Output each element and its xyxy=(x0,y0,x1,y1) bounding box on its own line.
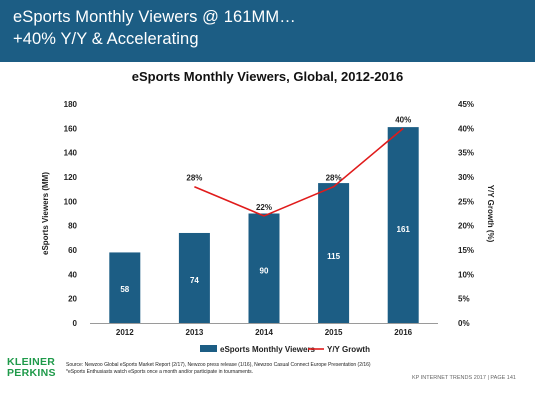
y-axis-title: eSports Viewers (MM) xyxy=(41,172,50,255)
source-line-2: *eSports Enthusiasts watch eSports once … xyxy=(66,368,254,375)
slide-subtitle: +40% Y/Y & Accelerating xyxy=(13,30,199,48)
x-tick-label: 2013 xyxy=(186,328,204,337)
growth-line xyxy=(194,127,404,217)
bar-value-label: 90 xyxy=(260,266,269,275)
logo-line-2: PERKINS xyxy=(7,367,56,379)
y2-tick-label: 10% xyxy=(458,270,474,279)
x-tick-label: 2012 xyxy=(116,328,134,337)
bar xyxy=(318,183,350,323)
y-tick-label: 40 xyxy=(68,270,77,279)
legend-line-label: Y/Y Growth xyxy=(327,345,370,354)
kleiner-perkins-logo: KLEINER PERKINS xyxy=(7,357,56,379)
y-tick-label: 180 xyxy=(64,100,78,109)
y2-tick-label: 15% xyxy=(458,246,474,255)
bar xyxy=(248,213,280,323)
bar xyxy=(387,127,419,323)
slide-title: eSports Monthly Viewers @ 161MM… xyxy=(13,8,296,26)
page-footer: KP INTERNET TRENDS 2017 | PAGE 141 xyxy=(411,375,516,381)
bar xyxy=(109,252,141,323)
bar-value-label: 115 xyxy=(327,252,340,261)
y2-tick-label: 0% xyxy=(458,319,470,328)
y-tick-label: 0 xyxy=(73,319,78,328)
legend-bar-label: eSports Monthly Viewers xyxy=(220,345,316,354)
y-tick-label: 60 xyxy=(68,246,77,255)
source-note: Source: Newzoo Global eSports Market Rep… xyxy=(66,362,371,375)
bar-value-label: 161 xyxy=(397,225,411,234)
y2-axis-title: Y/Y Growth (%) xyxy=(486,185,495,243)
y2-tick-label: 5% xyxy=(458,295,470,304)
y2-tick-label: 35% xyxy=(458,149,474,158)
y-tick-label: 100 xyxy=(64,197,78,206)
growth-point-label: 40% xyxy=(395,115,411,124)
bar-value-label: 74 xyxy=(190,276,199,285)
source-line-1: Source: Newzoo Global eSports Market Rep… xyxy=(66,362,371,368)
bar xyxy=(178,232,210,323)
x-tick-label: 2015 xyxy=(325,328,343,337)
x-tick-label: 2014 xyxy=(255,328,273,337)
growth-point-label: 28% xyxy=(186,174,202,183)
y2-tick-label: 30% xyxy=(458,173,474,182)
y-tick-label: 160 xyxy=(64,124,78,133)
chart-title: eSports Monthly Viewers, Global, 2012-20… xyxy=(131,69,404,84)
y-tick-label: 20 xyxy=(68,295,77,304)
slide-header: eSports Monthly Viewers @ 161MM… +40% Y/… xyxy=(0,0,535,62)
bar-value-label: 58 xyxy=(120,285,129,294)
logo-line-1: KLEINER xyxy=(7,356,56,368)
y-tick-label: 80 xyxy=(68,222,77,231)
growth-point-label: 28% xyxy=(326,174,342,183)
x-tick-label: 2016 xyxy=(394,328,412,337)
y2-tick-label: 45% xyxy=(458,100,474,109)
y-tick-label: 140 xyxy=(64,149,78,158)
y2-tick-label: 20% xyxy=(458,222,474,231)
y-tick-label: 120 xyxy=(64,173,78,182)
y2-tick-label: 25% xyxy=(458,197,474,206)
legend-bar-swatch xyxy=(200,345,217,352)
growth-point-label: 22% xyxy=(256,203,272,212)
y2-tick-label: 40% xyxy=(458,124,474,133)
